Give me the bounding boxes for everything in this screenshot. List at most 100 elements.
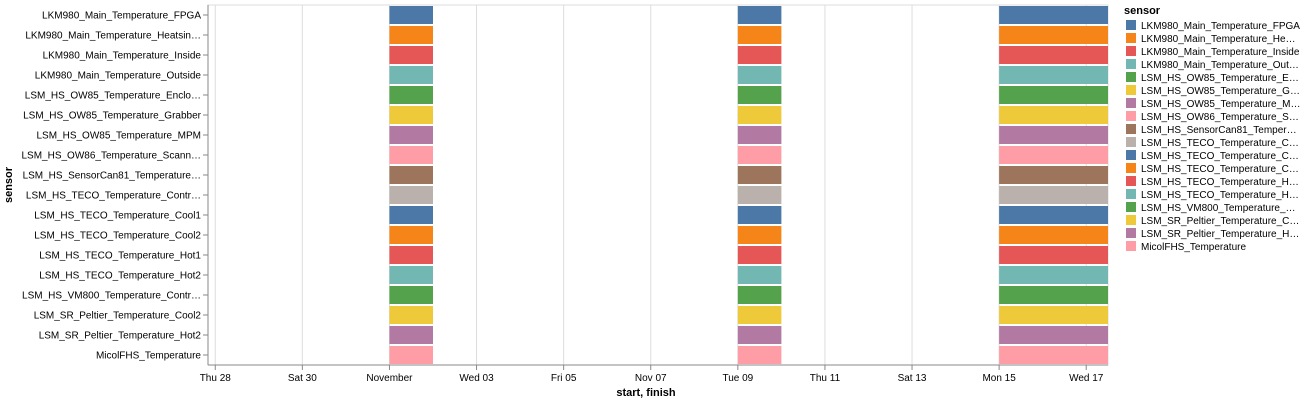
legend-swatch [1126,98,1136,108]
gantt-bar [999,206,1108,224]
x-tick-label: Sat 13 [898,373,927,384]
gantt-bar [389,106,433,124]
legend-swatch [1126,150,1136,160]
gantt-bar [999,166,1108,184]
x-tick-label: Wed 17 [1069,373,1104,384]
gantt-bar [999,246,1108,264]
gantt-bar [389,86,433,104]
legend-label: LSM_HS_OW85_Temperature_E… [1141,73,1299,84]
gantt-bar [999,126,1108,144]
gantt-bar [999,46,1108,64]
legend-swatch [1126,20,1136,30]
gridlines [207,4,1109,366]
gantt-bar [737,146,782,164]
legend-label: LSM_HS_TECO_Temperature_H… [1141,177,1299,188]
y-tick-label: LSM_HS_OW85_Temperature_Enclo… [25,91,201,102]
gantt-bar [737,226,782,244]
x-tick-label: Nov 07 [635,373,667,384]
gantt-bar [737,206,782,224]
y-tick-label: LSM_HS_TECO_Temperature_Contr… [26,191,201,202]
gantt-bar [389,246,433,264]
gantt-bar [999,146,1108,164]
legend-swatch [1126,137,1136,147]
legend-label: LSM_HS_TECO_Temperature_C… [1141,151,1299,162]
y-tick-label: LSM_HS_TECO_Temperature_Cool1 [34,211,201,222]
gantt-bar [389,226,433,244]
x-tick-label: Tue 09 [722,373,753,384]
gantt-bar [737,66,782,84]
y-tick-label: LSM_HS_VM800_Temperature_Contr… [22,291,201,302]
plot-frame [207,4,1109,366]
gantt-bar [389,6,433,24]
gantt-bar [737,6,782,24]
gantt-bar [999,266,1108,284]
gantt-bar [389,346,433,364]
legend-swatch [1126,85,1136,95]
gantt-bar [389,206,433,224]
gantt-bar [737,246,782,264]
gantt-bar [737,126,782,144]
legend-swatch [1126,33,1136,43]
y-tick-label: LSM_SR_Peltier_Temperature_Cool2 [34,311,202,322]
gantt-bar [389,46,433,64]
legend-label: LSM_HS_TECO_Temperature_C… [1141,164,1299,175]
gantt-bar [999,106,1108,124]
gantt-bar [737,306,782,324]
legend-label: LSM_HS_SensorCan81_Temper… [1141,125,1297,136]
legend-label: LSM_HS_OW86_Temperature_S… [1141,112,1299,123]
gantt-bar [999,306,1108,324]
x-axis-title: start, finish [616,387,676,399]
gantt-bar [389,166,433,184]
y-tick-label: LSM_HS_TECO_Temperature_Cool2 [34,231,201,242]
legend-swatch [1126,111,1136,121]
gantt-bar [389,186,433,204]
y-tick-label: LKM980_Main_Temperature_FPGA [42,11,201,22]
y-tick-label: LSM_HS_OW85_Temperature_Grabber [23,111,202,122]
legend-label: LSM_SR_Peltier_Temperature_C… [1141,216,1299,227]
legend-label: LKM980_Main_Temperature_He… [1141,34,1296,45]
x-tick-label: Thu 11 [810,373,841,384]
gantt-bar [737,186,782,204]
gantt-bar [389,26,433,44]
y-tick-label: LKM980_Main_Temperature_Inside [43,51,202,62]
x-tick-label: Wed 03 [459,373,494,384]
gantt-bar [999,326,1108,344]
legend-swatch [1126,228,1136,238]
legend-swatch [1126,72,1136,82]
axes: Thu 28 Sat 30 November Wed 03 Fri 05 Nov 07 Tu… [21,5,1108,384]
gantt-bar [999,26,1108,44]
y-tick-label: LKM980_Main_Temperature_Heatsin… [25,31,201,42]
gantt-bar [389,286,433,304]
gantt-bar [737,286,782,304]
gantt-bar [999,186,1108,204]
legend-label: LKM980_Main_Temperature_Out… [1141,60,1299,71]
x-tick-label: November [366,373,413,384]
gantt-bar [999,286,1108,304]
legend-swatch [1126,241,1136,251]
legend-swatch [1126,59,1136,69]
gantt-bar [737,166,782,184]
gantt-bar [737,46,782,64]
gantt-bar [389,66,433,84]
legend-label: LSM_SR_Peltier_Temperature_H… [1141,229,1299,240]
gantt-bar [737,326,782,344]
y-axis-title: sensor [3,166,15,203]
legend-label: MicolFHS_Temperature [1141,242,1246,253]
legend-label: LSM_HS_TECO_Temperature_H… [1141,190,1299,201]
y-tick-label: LSM_HS_TECO_Temperature_Hot2 [39,271,201,282]
x-tick-label: Sat 30 [288,373,317,384]
legend-swatch [1126,176,1136,186]
y-tick-label: LSM_HS_OW86_Temperature_Scann… [21,151,201,162]
legend-label: LKM980_Main_Temperature_FPGA [1141,21,1300,32]
legend: sensor LKM980_Main_Temperature_FPGA LKM98… [1124,5,1301,253]
x-tick-label: Fri 05 [551,373,577,384]
y-tick-label: LSM_SR_Peltier_Temperature_Hot2 [39,331,202,342]
gantt-bar [737,106,782,124]
legend-swatch [1126,124,1136,134]
legend-title: sensor [1124,5,1161,17]
gantt-bar [737,86,782,104]
legend-swatch [1126,215,1136,225]
legend-swatch [1126,189,1136,199]
y-tick-label: MicolFHS_Temperature [96,351,201,362]
